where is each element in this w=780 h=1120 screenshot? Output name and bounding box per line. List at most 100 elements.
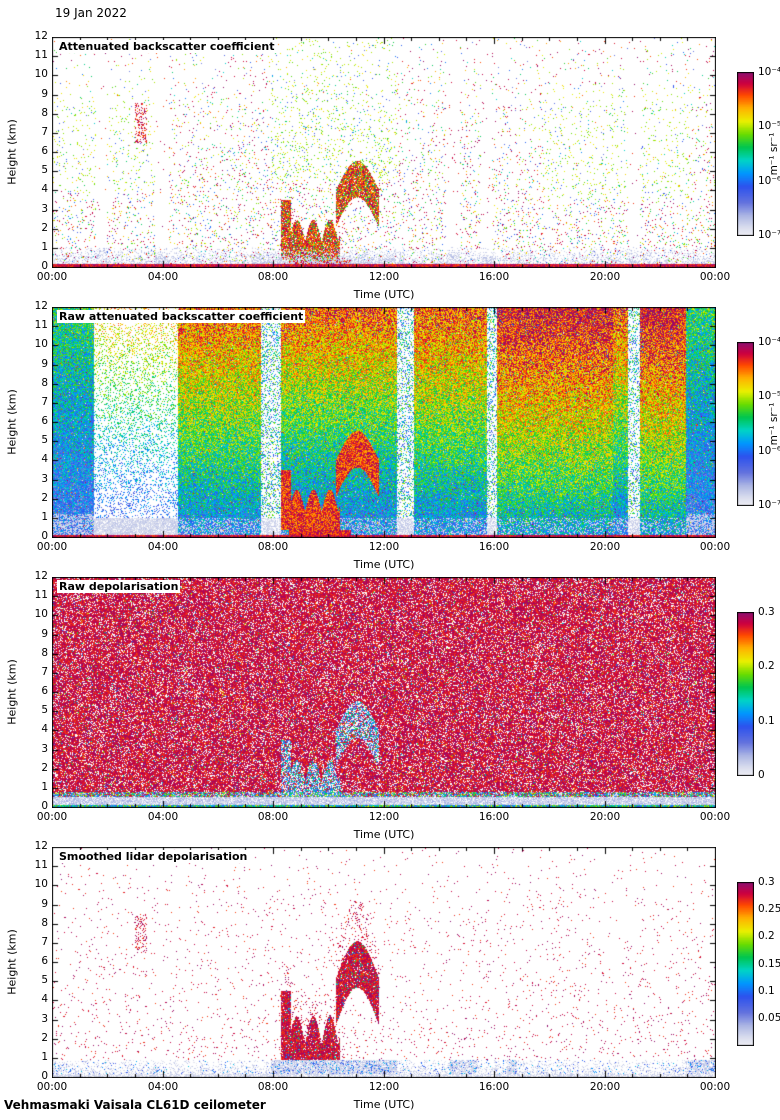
- y-tick-label: 6: [41, 145, 48, 157]
- x-axis-label: Time (UTC): [353, 288, 415, 301]
- y-tick-label: 0: [41, 1070, 48, 1082]
- colorbar-tick-label: 10⁻⁶: [758, 175, 780, 187]
- y-tick-label: 12: [34, 570, 48, 582]
- y-tick-label: 1: [41, 241, 48, 253]
- y-tick-label: 9: [41, 88, 48, 100]
- colorbar-tick-label: 0.3: [758, 606, 775, 618]
- y-tick-label: 4: [41, 453, 48, 465]
- panel-raw-depolarisation: Raw depolarisation Height (km) Time (UTC…: [0, 570, 780, 841]
- colorbar-tick-label: 10⁻⁵: [758, 120, 780, 132]
- heatmap-canvas-smoothed-depolarisation: [52, 847, 716, 1078]
- x-tick-label: 20:00: [589, 1081, 621, 1093]
- colorbar-tick-label: 0.2: [758, 660, 775, 672]
- y-tick-label: 10: [34, 68, 48, 80]
- x-tick-label: 12:00: [368, 541, 400, 553]
- y-tick-label: 8: [41, 107, 48, 119]
- x-tick-label: 20:00: [589, 271, 621, 283]
- y-tick-label: 10: [34, 338, 48, 350]
- x-tick-label: 00:00: [36, 541, 68, 553]
- y-tick-label: 5: [41, 704, 48, 716]
- x-tick-label: 16:00: [478, 541, 510, 553]
- x-tick-label: 08:00: [257, 541, 289, 553]
- x-axis-label: Time (UTC): [353, 828, 415, 841]
- y-axis-label: Height (km): [5, 659, 19, 725]
- panel-smoothed-depolarisation: Smoothed lidar depolarisation Height (km…: [0, 840, 780, 1111]
- x-tick-label: 20:00: [589, 811, 621, 823]
- y-tick-label: 5: [41, 434, 48, 446]
- x-tick-label: 08:00: [257, 811, 289, 823]
- y-tick-label: 7: [41, 666, 48, 678]
- y-tick-label: 6: [41, 415, 48, 427]
- x-axis-label: Time (UTC): [353, 1098, 415, 1111]
- y-tick-label: 2: [41, 762, 48, 774]
- y-tick-label: 8: [41, 377, 48, 389]
- y-tick-label: 1: [41, 781, 48, 793]
- colorbar-tick-label: 0.1: [758, 985, 775, 997]
- x-tick-label: 16:00: [478, 271, 510, 283]
- x-tick-label: 16:00: [478, 811, 510, 823]
- x-tick-label: 00:00: [36, 271, 68, 283]
- panel-title: Attenuated backscatter coefficient: [57, 40, 277, 53]
- x-tick-label: 00:00: [36, 1081, 68, 1093]
- colorbar-unit-label: m⁻¹ sr⁻¹: [768, 132, 780, 176]
- colorbar-tick-label: 0.25: [758, 903, 780, 915]
- colorbar-tick-label: 0.1: [758, 715, 775, 727]
- x-tick-label: 00:00: [699, 271, 731, 283]
- colorbar-canvas: [737, 342, 754, 506]
- y-tick-label: 11: [34, 859, 48, 871]
- heatmap-canvas-raw-depolarisation: [52, 577, 716, 808]
- colorbar-tick-label: 0: [758, 769, 765, 781]
- colorbar-canvas: [737, 72, 754, 236]
- y-tick-label: 3: [41, 1013, 48, 1025]
- y-tick-label: 9: [41, 358, 48, 370]
- y-tick-label: 6: [41, 685, 48, 697]
- y-tick-label: 8: [41, 647, 48, 659]
- colorbar-tick-label: 0.3: [758, 876, 775, 888]
- y-tick-label: 0: [41, 800, 48, 812]
- y-tick-label: 7: [41, 126, 48, 138]
- y-tick-label: 12: [34, 300, 48, 312]
- y-axis-label: Height (km): [5, 929, 19, 995]
- colorbar-tick-label: 0.2: [758, 930, 775, 942]
- date-label: 19 Jan 2022: [55, 6, 127, 20]
- colorbar-tick-label: 10⁻⁶: [758, 445, 780, 457]
- y-tick-label: 7: [41, 936, 48, 948]
- y-tick-label: 0: [41, 530, 48, 542]
- x-tick-label: 12:00: [368, 1081, 400, 1093]
- colorbar-unit-label: m⁻¹ sr⁻¹: [768, 402, 780, 446]
- y-tick-label: 9: [41, 898, 48, 910]
- x-tick-label: 00:00: [699, 811, 731, 823]
- panel-title: Raw attenuated backscatter coefficient: [57, 310, 306, 323]
- x-tick-label: 20:00: [589, 541, 621, 553]
- colorbar-tick-label: 0.15: [758, 958, 780, 970]
- y-tick-label: 2: [41, 222, 48, 234]
- x-tick-label: 04:00: [147, 1081, 179, 1093]
- y-tick-label: 12: [34, 30, 48, 42]
- y-tick-label: 7: [41, 396, 48, 408]
- colorbar-tick-label: 10⁻⁵: [758, 390, 780, 402]
- y-tick-label: 2: [41, 492, 48, 504]
- y-tick-label: 4: [41, 723, 48, 735]
- y-tick-label: 11: [34, 589, 48, 601]
- y-axis-label: Height (km): [5, 119, 19, 185]
- y-tick-label: 1: [41, 1051, 48, 1063]
- colorbar-tick-label: 10⁻⁴: [758, 336, 780, 348]
- instrument-caption: Vehmasmaki Vaisala CL61D ceilometer: [4, 1098, 266, 1112]
- heatmap-canvas-attenuated-backscatter: [52, 37, 716, 268]
- panel-raw-backscatter: Raw attenuated backscatter coefficient H…: [0, 300, 780, 571]
- x-tick-label: 00:00: [36, 811, 68, 823]
- y-tick-label: 0: [41, 260, 48, 272]
- x-tick-label: 08:00: [257, 1081, 289, 1093]
- y-tick-label: 8: [41, 917, 48, 929]
- y-tick-label: 11: [34, 319, 48, 331]
- y-tick-label: 3: [41, 743, 48, 755]
- colorbar-tick-label: 0.05: [758, 1012, 780, 1024]
- y-tick-label: 11: [34, 49, 48, 61]
- x-axis-label: Time (UTC): [353, 558, 415, 571]
- x-tick-label: 00:00: [699, 1081, 731, 1093]
- x-tick-label: 16:00: [478, 1081, 510, 1093]
- colorbar-tick-label: 10⁻⁷: [758, 229, 780, 241]
- y-tick-label: 4: [41, 183, 48, 195]
- x-tick-label: 12:00: [368, 811, 400, 823]
